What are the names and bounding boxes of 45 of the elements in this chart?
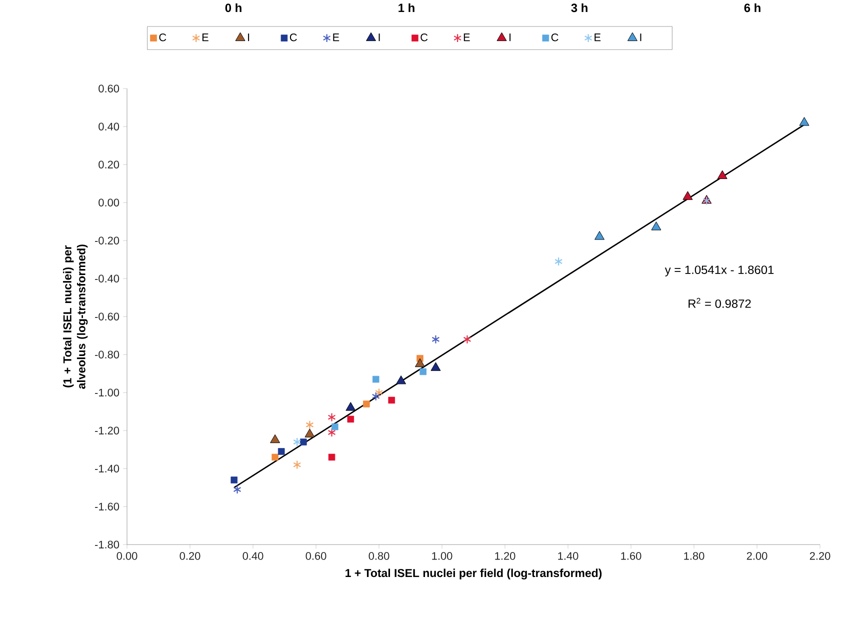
y-tick-label: -1.20 [95, 426, 120, 435]
x-tick-label: 0.00 [116, 552, 138, 560]
legend-label: E [594, 34, 601, 42]
y-tick-label: 0.40 [98, 122, 120, 131]
legend-label: C [420, 34, 428, 42]
y-tick-label: -0.20 [95, 236, 120, 245]
y-tick-label: -1.40 [95, 464, 120, 473]
x-tick-label: 2.00 [746, 552, 768, 560]
text: 3 h [571, 4, 588, 12]
text: 1 h [398, 4, 414, 12]
x-tick-label: 2.20 [810, 552, 830, 560]
x-tick-label: 1.00 [432, 552, 452, 560]
legend-label: C [159, 34, 166, 42]
y-axis-title: (1 + Total ISEL nuclei) per alveolus (log-transformed) [63, 244, 88, 390]
text: 6 h [744, 4, 760, 12]
legend-label: I [378, 34, 380, 42]
x-tick-label: 1.40 [558, 552, 578, 560]
legend-label: E [464, 34, 470, 42]
x-tick-label: 1.60 [621, 552, 642, 560]
x-tick-label: 1.20 [495, 552, 516, 560]
y-tick-label: -1.00 [95, 388, 120, 397]
x-tick-label: 0.60 [306, 552, 326, 560]
x-tick-label: 1.80 [684, 552, 704, 560]
text: 0 h [225, 4, 242, 12]
annotation: y = 1.0541x - 1.8601 [664, 266, 774, 277]
legend-label: C [290, 34, 297, 42]
legend-label: I [509, 34, 510, 42]
y-tick-label: -1.80 [95, 540, 120, 549]
legend-label: E [202, 34, 208, 42]
y-tick-label: 0.60 [98, 84, 120, 93]
x-tick-label: 0.40 [242, 552, 264, 560]
x-tick-label: 0.80 [368, 552, 390, 560]
legend-label: C [551, 34, 558, 42]
y-tick-label: 0.20 [98, 160, 120, 169]
legend-label: I [640, 34, 642, 42]
y-tick-label: -1.60 [95, 502, 120, 511]
legend-label: E [333, 34, 340, 42]
annotation: R$^{2}$ = 0.9872 [688, 298, 751, 308]
y-tick-label: -0.80 [95, 350, 120, 359]
x-axis-title: 1 + Total ISEL nuclei per field (log-transformed) [346, 568, 602, 580]
x-tick-label: 0.20 [180, 552, 200, 560]
legend-label: I [248, 34, 250, 42]
y-tick-label: 0.00 [98, 198, 120, 207]
y-tick-label: -0.40 [95, 274, 120, 283]
y-tick-label: -0.60 [95, 312, 120, 321]
